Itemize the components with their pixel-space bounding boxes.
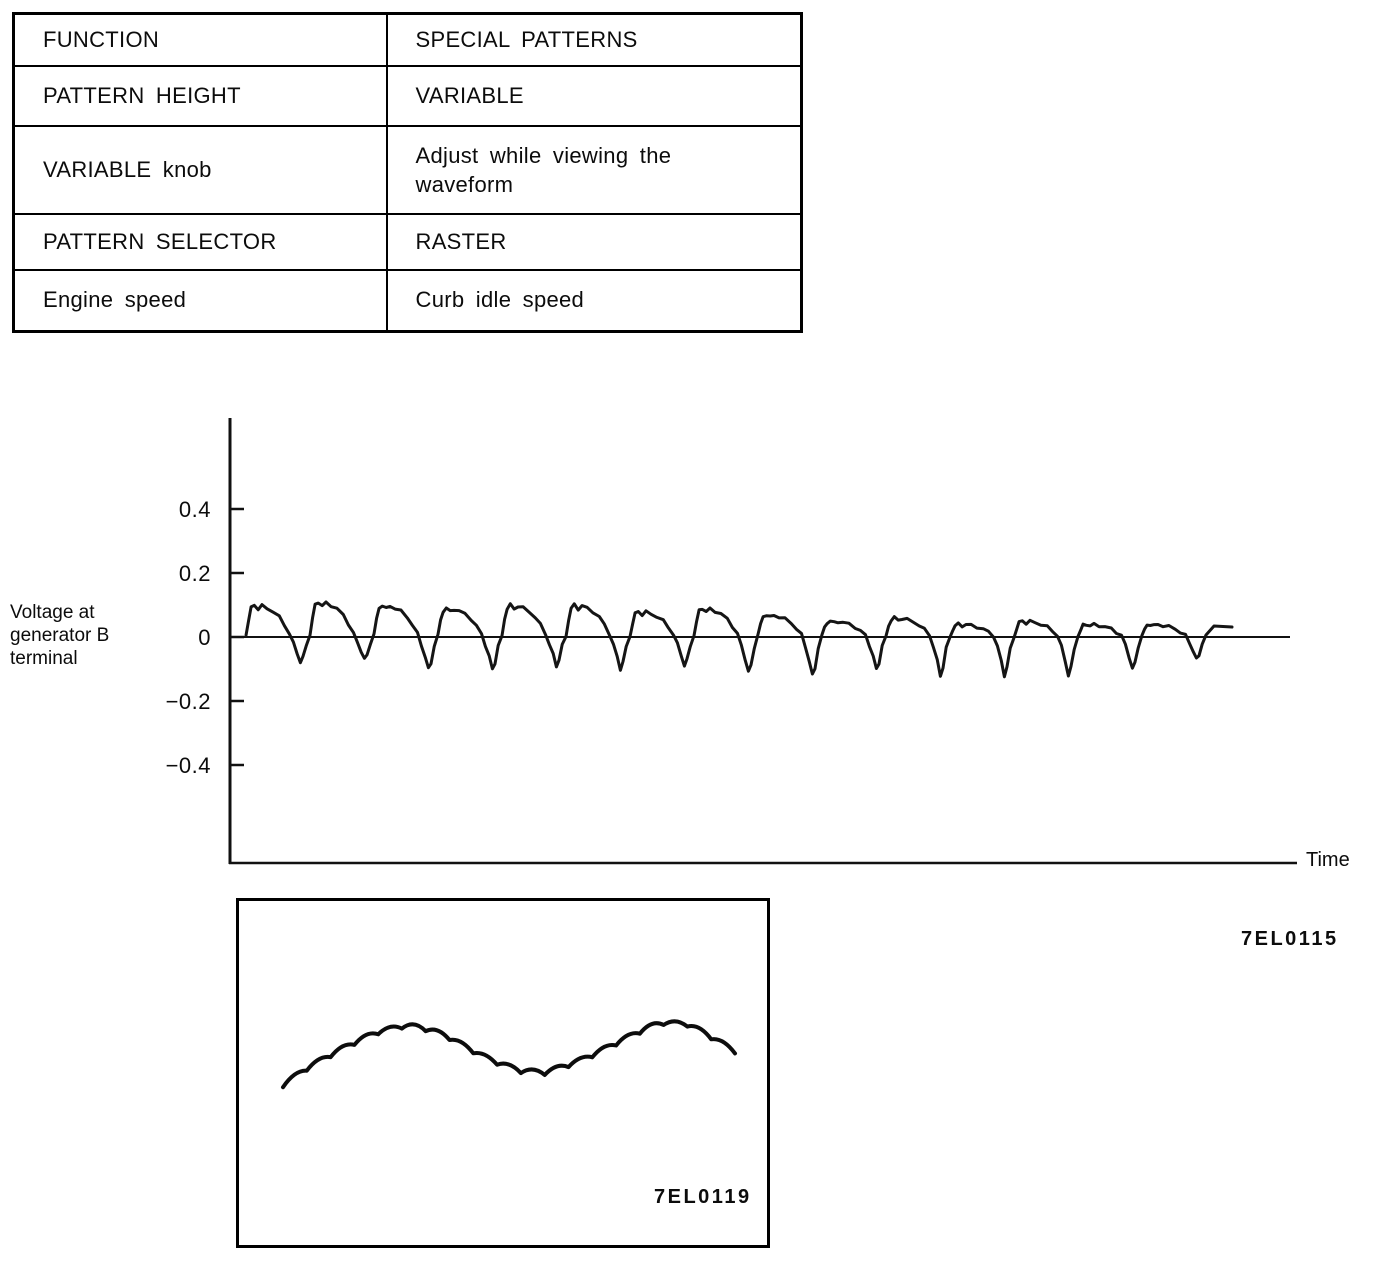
y-tick-label: 0.4 (179, 497, 211, 522)
table-header-row: FUNCTION SPECIAL PATTERNS (12, 12, 803, 67)
y-tick-label: 0 (198, 625, 211, 650)
scope-settings-table: FUNCTION SPECIAL PATTERNS PATTERN HEIGHT… (12, 12, 803, 333)
figure-code-7el0119: 7EL0119 (654, 1186, 752, 1208)
ripple-waveform (244, 600, 1234, 679)
cell-variable-knob: VARIABLE knob (12, 124, 388, 215)
y-tick-label: −0.2 (166, 689, 211, 714)
raster-waveform-path (281, 1019, 737, 1090)
table-row: Engine speed Curb idle speed (12, 268, 803, 333)
raster-pattern-inset-box: 7EL0119 (236, 898, 770, 1248)
header-function: FUNCTION (12, 12, 388, 67)
raster-waveform-chart (281, 1019, 737, 1090)
table-row: VARIABLE knob Adjust while viewing the w… (12, 124, 803, 215)
adjust-instruction-text: Adjust while viewing the waveform (415, 142, 672, 197)
cell-engine-speed: Engine speed (12, 268, 388, 333)
table-row: PATTERN SELECTOR RASTER (12, 212, 803, 271)
cell-curb-idle-speed: Curb idle speed (385, 268, 803, 333)
header-special-patterns: SPECIAL PATTERNS (385, 12, 803, 67)
cell-raster: RASTER (385, 212, 803, 271)
cell-pattern-height: PATTERN HEIGHT (12, 64, 388, 127)
y-axis-label: Voltage at generator B terminal (10, 602, 110, 669)
y-tick-label: 0.2 (179, 561, 211, 586)
cell-adjust-instruction: Adjust while viewing the waveform (385, 124, 803, 215)
table-row: PATTERN HEIGHT VARIABLE (12, 64, 803, 127)
figure-code-7el0115: 7EL0115 (1241, 928, 1339, 950)
x-axis-label: Time (1306, 849, 1350, 871)
cell-variable: VARIABLE (385, 64, 803, 127)
cell-pattern-selector: PATTERN SELECTOR (12, 212, 388, 271)
y-tick-label: −0.4 (166, 753, 211, 778)
